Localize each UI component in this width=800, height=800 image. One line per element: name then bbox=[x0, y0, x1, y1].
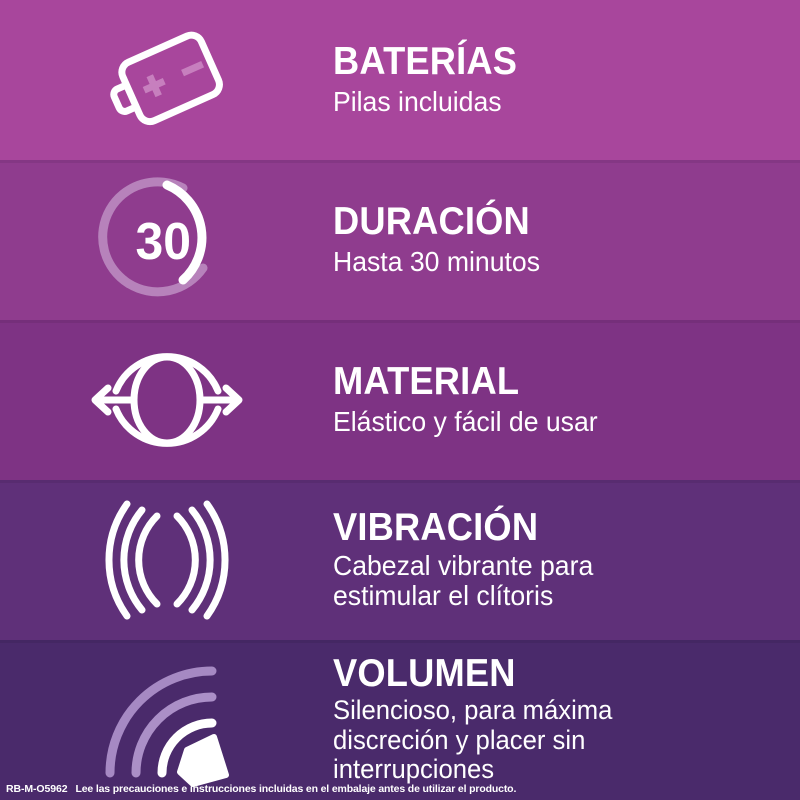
feature-band-vibracion: VIBRACIÓN Cabezal vibrante para estimula… bbox=[0, 480, 800, 640]
feature-text-volumen: VOLUMEN Silencioso, para máxima discreci… bbox=[333, 651, 800, 785]
battery-icon bbox=[109, 31, 223, 126]
band-title: VOLUMEN bbox=[333, 651, 516, 695]
vibration-waves-icon bbox=[105, 500, 228, 620]
feature-band-baterias: BATERÍAS Pilas incluidas bbox=[0, 0, 800, 160]
speaker-volume-icon bbox=[105, 666, 229, 787]
duration-ring-icon-container: 30 bbox=[0, 160, 333, 320]
feature-band-material: MATERIAL Elástico y fácil de usar bbox=[0, 320, 800, 480]
footer-product-code: RB-M-O5962 bbox=[6, 783, 68, 795]
feature-text-material: MATERIAL Elástico y fácil de usar bbox=[333, 360, 800, 437]
band-subtitle: Cabezal vibrante para estimular el clíto… bbox=[333, 550, 594, 612]
battery-icon-container bbox=[0, 0, 333, 160]
band-subtitle: Silencioso, para máxima discreción y pla… bbox=[333, 695, 613, 785]
feature-text-vibracion: VIBRACIÓN Cabezal vibrante para estimula… bbox=[333, 505, 800, 612]
band-title: BATERÍAS bbox=[333, 40, 518, 84]
band-subtitle: Pilas incluidas bbox=[333, 85, 502, 117]
vibration-waves-icon-container bbox=[0, 480, 333, 640]
feature-band-volumen: VOLUMEN Silencioso, para máxima discreci… bbox=[0, 640, 800, 800]
band-subtitle: Hasta 30 minutos bbox=[333, 245, 540, 277]
duration-ring-value: 30 bbox=[135, 212, 191, 270]
band-title: VIBRACIÓN bbox=[333, 505, 539, 549]
footer-legal-note: Lee las precauciones e instrucciones inc… bbox=[75, 783, 517, 795]
band-title: DURACIÓN bbox=[333, 200, 530, 244]
band-subtitle: Elástico y fácil de usar bbox=[333, 405, 598, 437]
speaker-volume-icon-container bbox=[0, 640, 333, 800]
feature-text-duracion: DURACIÓN Hasta 30 minutos bbox=[333, 200, 800, 277]
duration-ring-icon: 30 bbox=[97, 177, 207, 297]
legal-footer: RB-M-O5962 Lee las precauciones e instru… bbox=[0, 778, 800, 800]
stretch-circle-arrows-icon bbox=[91, 353, 242, 447]
feature-band-duracion: 30 DURACIÓN Hasta 30 minutos bbox=[0, 160, 800, 320]
feature-text-baterias: BATERÍAS Pilas incluidas bbox=[333, 40, 800, 117]
stretch-circle-arrows-icon-container bbox=[0, 320, 333, 480]
band-title: MATERIAL bbox=[333, 360, 520, 404]
